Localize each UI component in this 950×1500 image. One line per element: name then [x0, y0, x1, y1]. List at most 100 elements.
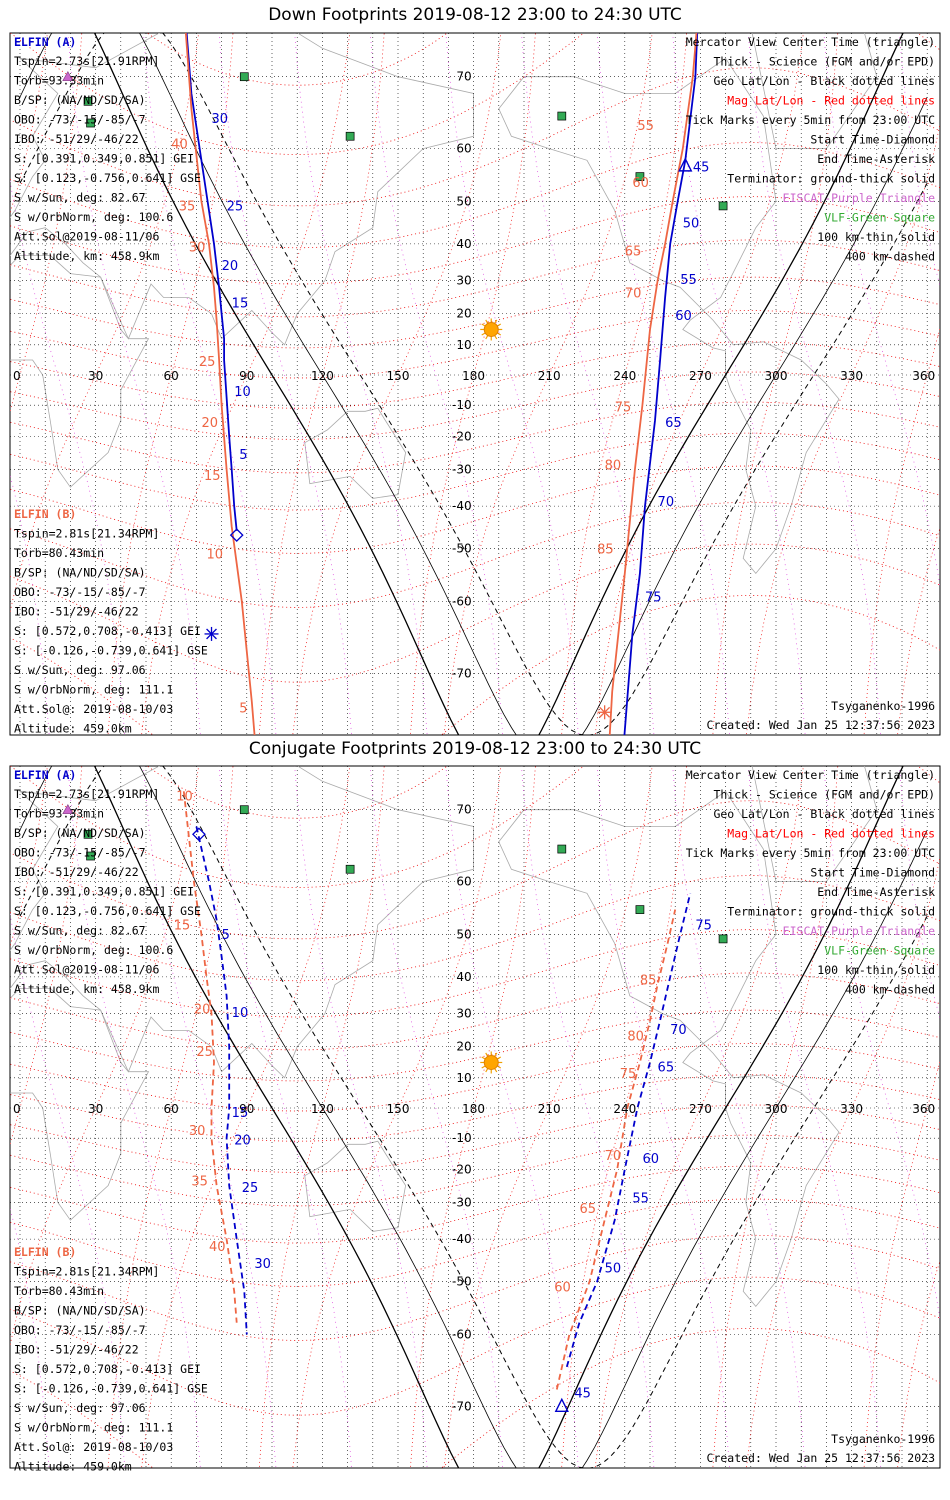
sun-ray — [481, 323, 486, 327]
lon-tick-label: 30 — [88, 1102, 103, 1116]
track-tick-label: 85 — [640, 974, 657, 989]
created-timestamp: Created: Wed Jan 25 12:37:56 2023 — [707, 718, 936, 732]
track-tick-label: 85 — [597, 542, 614, 557]
mag-meridian-line — [10, 178, 126, 735]
track-tick-label: 15 — [232, 1106, 249, 1121]
track-tick-label: 40 — [209, 1240, 226, 1255]
track-tick-label: 10 — [232, 1006, 249, 1021]
track-tick-label: 75 — [645, 590, 662, 605]
mag-meridian-line — [10, 473, 50, 735]
lat-tick-label: -10 — [452, 1131, 472, 1145]
lat-tick-label: -20 — [452, 429, 472, 443]
mag-meridian-line — [10, 766, 83, 1146]
mag-meridian-line — [410, 766, 536, 1468]
center-triangle-icon — [678, 157, 693, 172]
coastline — [10, 255, 150, 488]
elfin-b-info-line: S w/Sun, deg: 97.06 — [14, 1401, 146, 1415]
lat-tick-label: 50 — [456, 194, 471, 208]
mag-meridian-line — [292, 766, 502, 1468]
elfin-a-info-line: Torb=93.33min — [14, 807, 104, 821]
elfin-a-info-line: Altitude, km: 458.9km — [14, 982, 159, 996]
track-tick-label: 30 — [212, 112, 229, 127]
lon-tick-label: 210 — [538, 369, 561, 383]
lat-tick-label: 50 — [456, 927, 471, 941]
track-tick-label: 65 — [665, 416, 682, 431]
legend-item: EISCAT-Purple Triangle — [783, 191, 935, 205]
mag-meridian-line — [10, 33, 83, 413]
elfin-b-info-line: S: [-0.126,-0.739,0.641] GSE — [14, 1382, 208, 1396]
lat-tick-label: 40 — [456, 970, 471, 984]
legend-item: Mercator View Center Time (triangle) — [686, 35, 935, 49]
center-triangle-icon — [554, 1397, 569, 1412]
track-tick-label: 70 — [670, 1023, 687, 1038]
lat-tick-label: 10 — [456, 338, 471, 352]
lat-tick-label: -40 — [452, 1232, 472, 1246]
lon-tick-label: 120 — [311, 369, 334, 383]
elfin-a-info-line: S w/Sun, deg: 82.67 — [14, 191, 146, 205]
sun-ray — [494, 319, 498, 324]
mag-latitude-line — [10, 465, 940, 554]
vlf-square-icon — [557, 111, 567, 121]
lon-tick-label: 60 — [164, 369, 179, 383]
track-tick-label: 55 — [680, 273, 697, 288]
coastline — [304, 407, 407, 499]
legend-item: Geo Lat/Lon - Black dotted lines — [713, 807, 935, 821]
track-tick-label: 75 — [615, 400, 632, 415]
track-elfin-b — [184, 33, 256, 735]
sun-ray — [494, 1068, 498, 1073]
track-tick-label: 45 — [693, 160, 710, 175]
legend-item: Start Time-Diamond — [810, 866, 935, 880]
track-elfin-b — [555, 909, 677, 1390]
mag-meridian-line — [712, 766, 839, 1468]
lon-tick-label: 300 — [765, 369, 788, 383]
vlf-square-icon — [557, 844, 567, 854]
lat-tick-label: -50 — [452, 542, 472, 556]
track-tick-label: 65 — [625, 244, 642, 259]
elfin-b-info-line: Torb=80.43min — [14, 1284, 104, 1298]
mag-meridian-line — [10, 911, 126, 1468]
panel-title: Conjugate Footprints 2019-08-12 23:00 to… — [248, 739, 702, 759]
legend-item: Start Time-Diamond — [810, 133, 935, 147]
track-elfin-a — [185, 33, 238, 531]
mag-meridian-line — [143, 33, 277, 735]
elfin-b-info-line: Altitude: 459.0km — [14, 722, 132, 736]
mag-meridian-line — [410, 33, 536, 735]
track-tick-label: 65 — [579, 1202, 596, 1217]
lon-tick-label: 90 — [239, 1102, 254, 1116]
lon-tick-label: 360 — [912, 1102, 935, 1116]
lat-tick-label: -30 — [452, 462, 472, 476]
legend-item: Terminator: ground-thick solid — [727, 172, 935, 186]
track-tick-label: 75 — [620, 1067, 637, 1082]
mag-meridian-line — [369, 766, 504, 1468]
vlf-square-icon — [239, 805, 249, 815]
lat-tick-label: 20 — [456, 1040, 471, 1054]
elfin-b-info-line: Altitude: 459.0km — [14, 1460, 132, 1474]
start-diamond-icon — [229, 528, 244, 543]
elfin-b-info-line: IBO: -51/29/-46/22 — [14, 1343, 139, 1357]
lat-tick-label: -60 — [452, 594, 472, 608]
mag-meridian-line — [445, 766, 579, 1468]
elfin-b-info-line: S: [-0.126,-0.739,0.641] GSE — [14, 644, 208, 658]
track-tick-label: 35 — [191, 1174, 208, 1189]
lat-tick-label: 70 — [456, 70, 471, 84]
track-tick-label: 5 — [239, 448, 247, 463]
map-frame — [9, 32, 941, 736]
legend-item: Geo Lat/Lon - Black dotted lines — [713, 74, 935, 88]
sun-ray — [494, 335, 498, 340]
elfin-a-info-line: S: [0.123,-0.756,0.641] GSE — [14, 171, 201, 185]
mag-meridian-line — [746, 122, 940, 735]
vlf-square-icon — [718, 201, 728, 211]
mag-meridian-line — [141, 766, 351, 1468]
track-tick-label: 25 — [242, 1181, 259, 1196]
vlf-square-icon — [345, 864, 355, 874]
mag-meridian-line — [10, 1206, 50, 1468]
end-asterisk-icon — [599, 706, 611, 718]
lon-tick-label: 60 — [164, 1102, 179, 1116]
lon-tick-label: 360 — [912, 369, 935, 383]
lat-tick-label: 40 — [456, 237, 471, 251]
elfin-b-info-line: S: [0.572,0.708,-0.413] GEI — [14, 1362, 201, 1376]
mag-latitude-line — [10, 341, 940, 409]
mag-latitude-line — [10, 432, 940, 511]
coastline — [498, 790, 840, 1308]
elfin-a-info-line: Tspin=2.73s[21.91RPM] — [14, 54, 159, 68]
